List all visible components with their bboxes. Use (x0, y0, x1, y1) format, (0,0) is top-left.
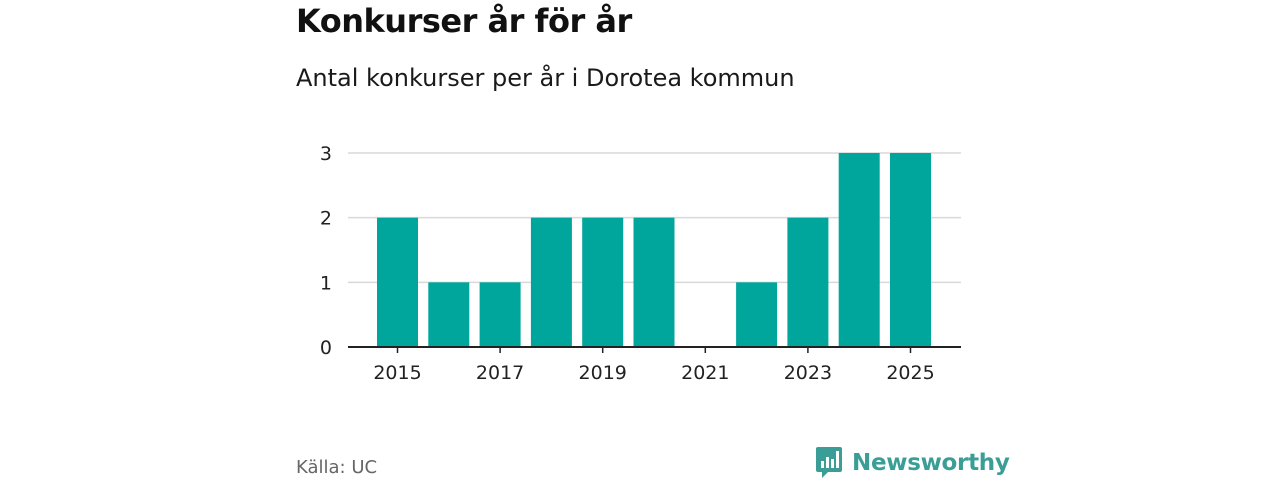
x-tick-label: 2015 (373, 362, 421, 384)
chart-title: Konkurser år för år (296, 2, 632, 40)
bar-2023 (787, 217, 829, 347)
y-tick-label: 3 (320, 143, 332, 165)
tick-labels: 0 1 2 3 2015 2017 2019 2021 2023 2025 (320, 143, 935, 384)
x-tick-label: 2021 (681, 362, 729, 384)
bar-2025 (890, 153, 931, 347)
source-note: Källa: UC (296, 457, 378, 478)
bar-2018 (530, 217, 572, 347)
x-tick-label: 2023 (784, 362, 832, 384)
brand-name: Newsworthy (852, 450, 1010, 476)
bars (377, 153, 931, 347)
newsworthy-logo[interactable]: Newsworthy (815, 446, 1010, 480)
bar-2017 (479, 282, 521, 347)
y-tick-label: 0 (320, 337, 332, 359)
axes (348, 346, 961, 353)
y-tick-label: 1 (320, 272, 332, 294)
y-tick-label: 2 (320, 208, 332, 230)
chart-subtitle: Antal konkurser per år i Dorotea kommun (296, 64, 795, 92)
x-tick-label: 2025 (886, 362, 934, 384)
bar-2022 (736, 282, 778, 347)
x-tick-label: 2019 (579, 362, 627, 384)
bar-2016 (428, 282, 470, 347)
bar-2015 (377, 217, 418, 347)
bar-2019 (582, 217, 624, 347)
bar-2024 (838, 153, 880, 347)
newsworthy-icon (816, 447, 842, 478)
x-tick-label: 2017 (476, 362, 524, 384)
bar-2020 (633, 217, 675, 347)
